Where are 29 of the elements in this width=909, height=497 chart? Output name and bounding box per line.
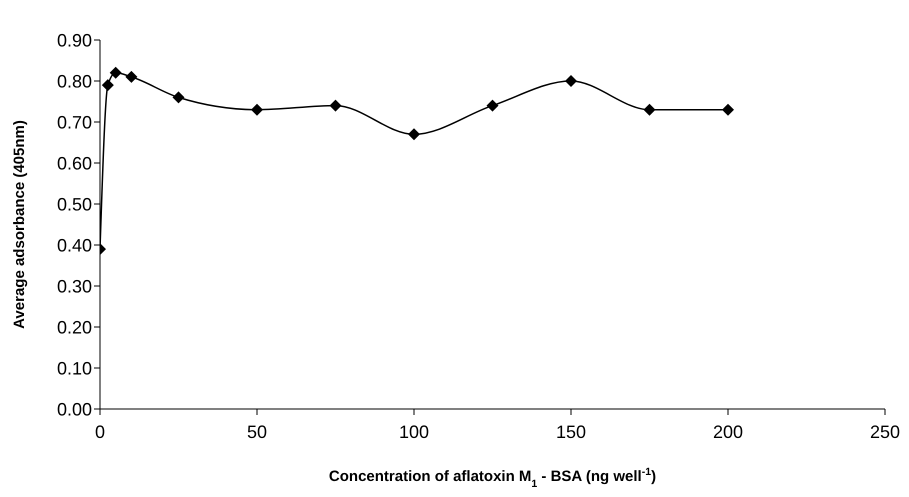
- x-tick-label: 0: [94, 422, 106, 442]
- x-tick-label: 100: [398, 422, 430, 442]
- point: [125, 70, 138, 83]
- point: [251, 104, 263, 116]
- y-tick-label: 0.30: [56, 276, 92, 296]
- y-axis-title: Average adsorbance (405nm): [11, 120, 28, 329]
- point: [172, 91, 184, 104]
- point: [486, 100, 498, 112]
- point: [330, 100, 342, 112]
- y-tick-label: 0.90: [56, 30, 92, 50]
- x-tick-label: 200: [712, 422, 744, 442]
- point: [722, 104, 734, 116]
- point: [110, 66, 122, 79]
- y-tick-label: 0.40: [56, 235, 92, 256]
- y-tick-label: 0.60: [56, 153, 92, 174]
- x-tick-label: 250: [870, 422, 900, 442]
- y-tick-label: 0.50: [56, 194, 92, 214]
- point: [102, 79, 114, 92]
- y-tick-label: 0.80: [56, 71, 92, 92]
- y-tick-label: 0.20: [56, 317, 92, 338]
- point: [565, 75, 577, 87]
- y-tick-label: 0.10: [56, 358, 92, 378]
- x-tick-label: 150: [556, 422, 586, 442]
- point: [644, 104, 656, 116]
- x-axis-title: Concentration of aflatoxin M$_{1}$ - BSA (ng well$^{-1}$): [328, 466, 656, 490]
- point: [408, 128, 420, 140]
- y-tick-label: 0.00: [56, 399, 92, 420]
- x-tick-label: 50: [246, 422, 268, 442]
- y-tick-label: 0.70: [56, 112, 92, 132]
